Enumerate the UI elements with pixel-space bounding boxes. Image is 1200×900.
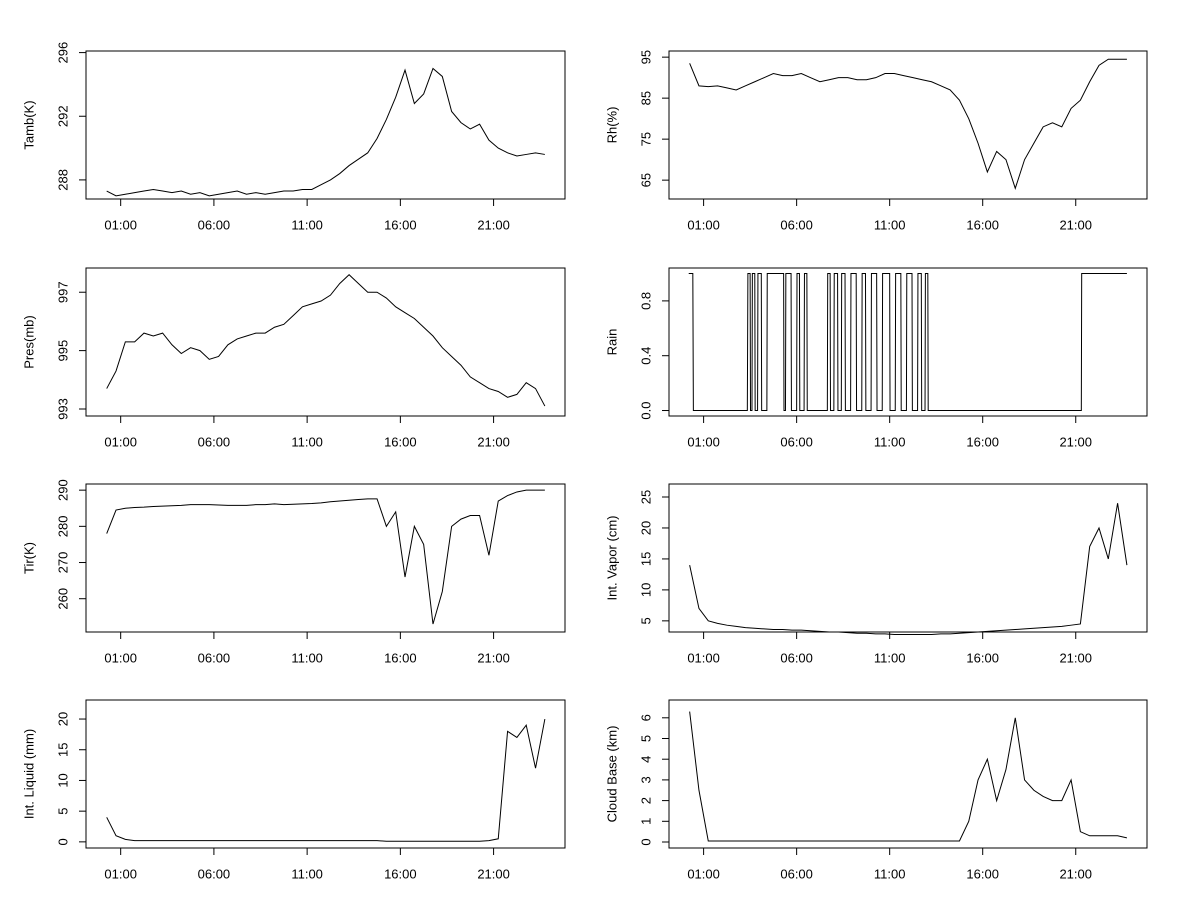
x-tick-label: 21:00 (1059, 217, 1092, 232)
x-tick-label: 01:00 (687, 217, 720, 232)
x-tick-label: 11:00 (291, 217, 323, 232)
series-line (106, 274, 546, 407)
x-tick-label: 01:00 (104, 217, 137, 232)
y-axis-title: Cloud Base (km) (604, 726, 619, 823)
plot-frame (85, 699, 566, 849)
x-tick-label: 06:00 (198, 650, 231, 665)
y-tick-label: 75 (638, 132, 653, 146)
x-tick-label: 01:00 (104, 434, 137, 449)
x-tick-label: 21:00 (1059, 434, 1092, 449)
y-tick-label: 993 (55, 398, 70, 420)
y-tick-label: 0 (55, 838, 70, 845)
y-tick-label: 0.8 (638, 292, 653, 310)
plot-frame (668, 483, 1148, 633)
series-line (688, 272, 1127, 412)
y-tick-label: 10 (638, 583, 653, 597)
x-tick-label: 11:00 (291, 434, 323, 449)
y-tick-label: 292 (55, 105, 70, 127)
y-tick-label: 10 (55, 773, 70, 787)
x-tick-label: 06:00 (198, 217, 231, 232)
y-tick-label: 5 (638, 617, 653, 624)
y-tick-label: 260 (55, 588, 70, 610)
x-tick-label: 21:00 (477, 650, 510, 665)
x-tick-label: 21:00 (477, 217, 510, 232)
y-tick-label: 5 (638, 735, 653, 742)
x-tick-label: 01:00 (104, 650, 137, 665)
y-tick-label: 296 (55, 42, 70, 64)
y-tick-label: 2 (638, 797, 653, 804)
x-tick-label: 16:00 (384, 434, 417, 449)
y-axis-title: Rh(%) (604, 107, 619, 144)
y-tick-label: 25 (638, 490, 653, 504)
series-line (106, 67, 545, 197)
series-line (689, 58, 1127, 190)
x-tick-label: 11:00 (291, 866, 323, 881)
y-tick-label: 4 (638, 756, 653, 763)
x-tick-label: 16:00 (384, 650, 417, 665)
x-tick-label: 21:00 (1059, 866, 1092, 881)
series-line (106, 489, 545, 625)
y-tick-label: 290 (55, 479, 70, 501)
x-tick-label: 11:00 (874, 866, 906, 881)
y-axis-title: Int. Vapor (cm) (604, 515, 619, 600)
plot-frame (668, 699, 1148, 849)
x-tick-label: 01:00 (687, 650, 720, 665)
y-tick-label: 20 (638, 521, 653, 535)
x-tick-label: 21:00 (477, 434, 510, 449)
plot-frame (85, 50, 566, 200)
x-tick-label: 06:00 (780, 434, 813, 449)
series-line (106, 718, 546, 842)
y-axis-title: Tir(K) (21, 542, 36, 574)
y-tick-label: 65 (638, 173, 653, 187)
x-tick-label: 01:00 (687, 434, 720, 449)
y-tick-label: 15 (55, 743, 70, 757)
x-tick-label: 16:00 (966, 866, 999, 881)
x-tick-label: 01:00 (687, 866, 720, 881)
x-tick-label: 16:00 (384, 217, 417, 232)
x-tick-label: 01:00 (104, 866, 137, 881)
series-line (689, 503, 1128, 635)
y-tick-label: 288 (55, 169, 70, 191)
y-tick-label: 997 (55, 281, 70, 303)
x-tick-label: 06:00 (780, 650, 813, 665)
x-tick-label: 06:00 (780, 217, 813, 232)
y-tick-label: 995 (55, 340, 70, 362)
x-tick-label: 16:00 (966, 217, 999, 232)
x-tick-label: 16:00 (384, 866, 417, 881)
y-axis-title: Int. Liquid (mm) (21, 729, 36, 819)
x-tick-label: 11:00 (874, 434, 906, 449)
y-tick-label: 0.4 (638, 347, 653, 365)
x-tick-label: 06:00 (198, 434, 231, 449)
plot-frame (668, 267, 1148, 417)
y-tick-label: 0 (638, 838, 653, 845)
y-tick-label: 0.0 (638, 401, 653, 419)
x-tick-label: 16:00 (966, 650, 999, 665)
y-tick-label: 15 (638, 552, 653, 566)
x-tick-label: 16:00 (966, 434, 999, 449)
plot-frame (668, 50, 1148, 200)
y-tick-label: 6 (638, 714, 653, 721)
y-tick-label: 270 (55, 552, 70, 574)
x-tick-label: 11:00 (291, 650, 323, 665)
x-tick-label: 11:00 (874, 217, 906, 232)
plot-frame (85, 267, 566, 417)
y-tick-label: 20 (55, 712, 70, 726)
y-tick-label: 1 (638, 818, 653, 825)
y-tick-label: 280 (55, 515, 70, 537)
x-tick-label: 11:00 (874, 650, 906, 665)
x-tick-label: 06:00 (780, 866, 813, 881)
y-tick-label: 95 (638, 50, 653, 64)
y-tick-label: 3 (638, 776, 653, 783)
y-axis-title: Pres(mb) (21, 315, 36, 368)
x-tick-label: 21:00 (477, 866, 510, 881)
x-tick-label: 06:00 (198, 866, 231, 881)
x-tick-label: 21:00 (1059, 650, 1092, 665)
y-tick-label: 5 (55, 808, 70, 815)
y-axis-title: Rain (604, 329, 619, 356)
series-line (689, 711, 1128, 842)
y-tick-label: 85 (638, 91, 653, 105)
y-axis-title: Tamb(K) (21, 100, 36, 149)
